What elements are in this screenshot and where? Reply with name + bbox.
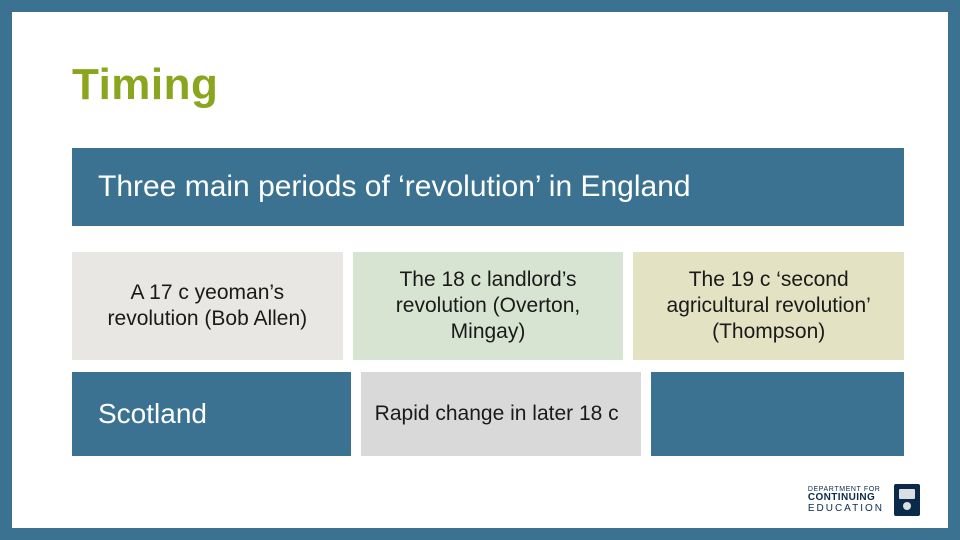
- scotland-label-band: Scotland: [72, 372, 351, 456]
- scotland-row: Scotland Rapid change in later 18 c: [72, 372, 904, 456]
- period-label: A 17 c yeoman’s revolution (Bob Allen): [86, 280, 329, 333]
- period-card-18c: The 18 c landlord’s revolution (Overton,…: [353, 252, 624, 360]
- scotland-detail-cell: Rapid change in later 18 c: [361, 372, 642, 456]
- branding-block: DEPARTMENT FOR CONTINUING EDUCATION: [808, 484, 920, 516]
- branding-text: DEPARTMENT FOR CONTINUING EDUCATION: [808, 486, 884, 514]
- header-text: Three main periods of ‘revolution’ in En…: [98, 170, 691, 204]
- header-band: Three main periods of ‘revolution’ in En…: [72, 148, 904, 226]
- scotland-detail: Rapid change in later 18 c: [375, 401, 619, 427]
- branding-education: EDUCATION: [808, 504, 884, 515]
- slide: Timing Three main periods of ‘revolution…: [12, 12, 948, 528]
- period-columns: A 17 c yeoman’s revolution (Bob Allen) T…: [72, 252, 904, 360]
- oxford-crest-icon: [894, 484, 920, 516]
- period-card-19c: The 19 c ‘second agricultural revolution…: [633, 252, 904, 360]
- scotland-spacer: [651, 372, 904, 456]
- slide-title: Timing: [72, 60, 218, 110]
- scotland-label: Scotland: [98, 398, 207, 430]
- period-label: The 19 c ‘second agricultural revolution…: [647, 267, 890, 346]
- period-card-17c: A 17 c yeoman’s revolution (Bob Allen): [72, 252, 343, 360]
- period-label: The 18 c landlord’s revolution (Overton,…: [367, 267, 610, 346]
